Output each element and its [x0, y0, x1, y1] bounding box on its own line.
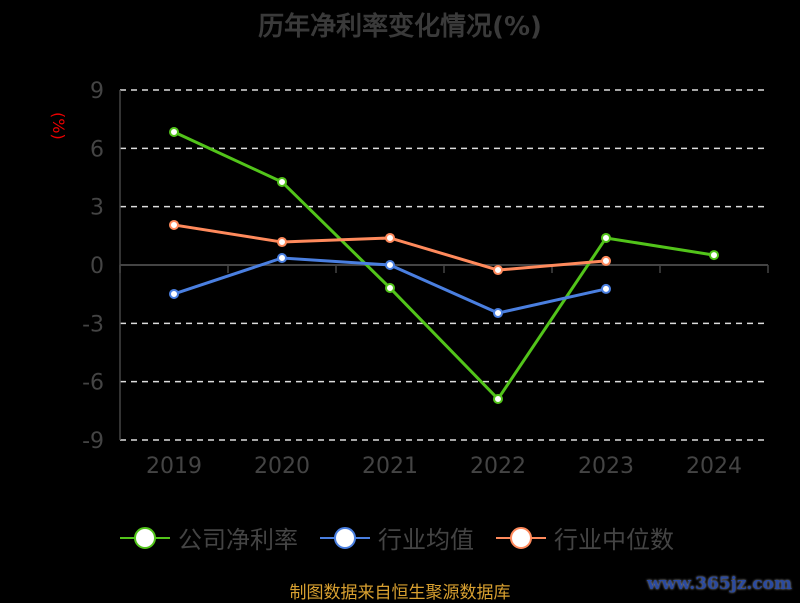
- x-tick-label: 2021: [362, 454, 418, 479]
- x-tick-label: 2020: [254, 454, 310, 479]
- data-point: [493, 265, 503, 276]
- legend-label: 行业均值: [378, 526, 474, 554]
- data-point: [169, 288, 179, 299]
- x-tick-label: 2022: [470, 454, 526, 479]
- legend-label: 行业中位数: [554, 526, 674, 554]
- data-point: [493, 308, 503, 319]
- y-tick-label: 0: [90, 254, 104, 279]
- y-tick-label: -3: [82, 312, 104, 337]
- y-tick-label: 6: [90, 137, 104, 162]
- y-tick-label: 9: [90, 79, 104, 104]
- data-point: [709, 250, 719, 261]
- data-point: [601, 283, 611, 294]
- data-point: [601, 255, 611, 266]
- data-point: [385, 282, 395, 293]
- x-tick-label: 2023: [578, 454, 634, 479]
- data-point: [169, 219, 179, 230]
- data-point: [493, 393, 503, 404]
- x-tick-label: 2024: [686, 454, 742, 479]
- data-point: [277, 176, 287, 187]
- legend-symbol: [496, 526, 546, 550]
- legend: 公司净利率 行业均值 行业中位数: [120, 520, 674, 555]
- watermark: www.365jz.com: [647, 574, 792, 594]
- source-note: 制图数据来自恒生聚源数据库: [289, 583, 511, 603]
- data-point: [385, 232, 395, 243]
- legend-label: 公司净利率: [178, 526, 298, 554]
- legend-symbol: [120, 526, 170, 550]
- y-tick-label: -6: [82, 371, 104, 396]
- y-tick-label: 3: [90, 196, 104, 221]
- data-point: [277, 253, 287, 263]
- legend-item[interactable]: 公司净利率: [120, 520, 298, 555]
- chart-title: 历年净利率变化情况(%): [258, 12, 542, 42]
- legend-item[interactable]: 行业中位数: [496, 520, 674, 555]
- data-point: [601, 232, 611, 243]
- data-point: [277, 237, 287, 248]
- legend-item[interactable]: 行业均值: [320, 520, 474, 555]
- data-point: [385, 260, 395, 270]
- data-point: [169, 127, 179, 137]
- y-tick-label: -9: [82, 429, 104, 454]
- series-line-0: [173, 130, 715, 402]
- x-tick-label: 2019: [146, 454, 202, 479]
- legend-symbol: [320, 526, 370, 550]
